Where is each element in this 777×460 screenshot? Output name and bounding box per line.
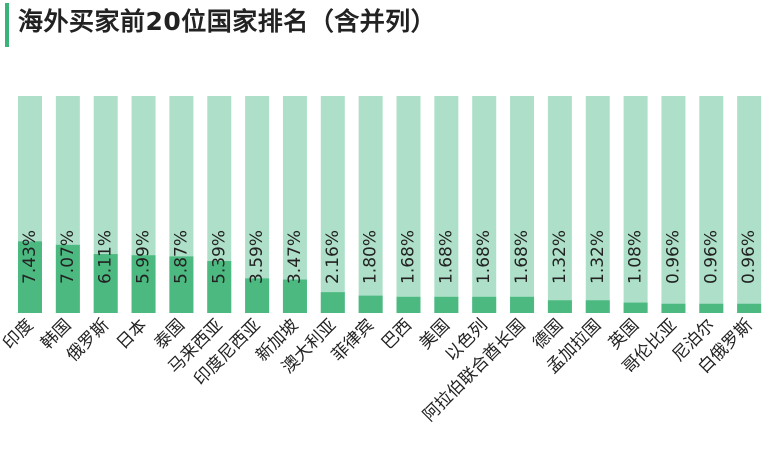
bar bbox=[282, 279, 307, 313]
bar bbox=[55, 244, 80, 313]
bar-track bbox=[282, 96, 307, 313]
bar-value-label: 3.47% bbox=[285, 230, 305, 284]
bar-track bbox=[434, 96, 459, 313]
bar bbox=[510, 296, 535, 313]
category-label: 菲律宾 bbox=[328, 315, 378, 365]
bar-value-label: 1.32% bbox=[550, 230, 570, 284]
bar bbox=[434, 296, 459, 313]
bar-value-label: 1.80% bbox=[361, 230, 381, 284]
category-label: 俄罗斯 bbox=[63, 315, 113, 365]
bar-value-label: 7.07% bbox=[58, 230, 78, 284]
bar-value-label: 0.96% bbox=[701, 230, 721, 284]
bar-value-label: 1.68% bbox=[512, 230, 532, 284]
bar bbox=[699, 303, 724, 313]
bar bbox=[547, 300, 572, 313]
bar-track bbox=[320, 96, 345, 313]
bar-value-label: 5.87% bbox=[171, 230, 191, 284]
category-label: 印度 bbox=[0, 315, 38, 353]
bar-value-label: 1.68% bbox=[436, 230, 456, 284]
bar bbox=[207, 261, 232, 313]
bar bbox=[358, 295, 383, 313]
bar bbox=[18, 241, 42, 313]
chart-title: 海外买家前20位国家排名（含并列） bbox=[18, 7, 437, 36]
bar bbox=[737, 303, 762, 313]
bar-value-label: 0.96% bbox=[663, 230, 683, 284]
bar-track bbox=[245, 96, 270, 313]
bar bbox=[661, 303, 686, 313]
bar-value-label: 6.11% bbox=[96, 230, 116, 284]
bar-value-label: 1.32% bbox=[588, 230, 608, 284]
bar-value-label: 1.08% bbox=[626, 230, 646, 284]
category-label: 巴西 bbox=[378, 315, 416, 353]
bar-track bbox=[510, 96, 535, 313]
bar-value-label: 2.16% bbox=[323, 230, 343, 284]
bar-track bbox=[737, 96, 762, 313]
bar bbox=[93, 254, 118, 313]
bar bbox=[320, 292, 345, 313]
bar-track bbox=[547, 96, 572, 313]
bar-value-label: 1.68% bbox=[474, 230, 494, 284]
bar-track bbox=[358, 96, 383, 313]
bar-value-label: 5.99% bbox=[134, 230, 154, 284]
bar bbox=[169, 256, 194, 313]
bar bbox=[623, 302, 648, 313]
bar-value-label: 0.96% bbox=[739, 230, 759, 284]
title-accent-bar bbox=[5, 3, 9, 47]
bar-value-label: 5.39% bbox=[209, 230, 229, 284]
bar-track bbox=[661, 96, 686, 313]
bar bbox=[131, 255, 156, 313]
bar-track bbox=[699, 96, 724, 313]
bar-value-label: 7.43% bbox=[20, 230, 40, 284]
category-label: 日本 bbox=[113, 315, 151, 353]
bar-value-label: 1.68% bbox=[399, 230, 419, 284]
bar bbox=[396, 296, 421, 313]
bar bbox=[245, 278, 270, 313]
bar-track bbox=[623, 96, 648, 313]
bar bbox=[585, 300, 610, 313]
bar-track bbox=[585, 96, 610, 313]
bar-track bbox=[472, 96, 497, 313]
bar-value-label: 3.59% bbox=[247, 230, 267, 284]
bar bbox=[472, 296, 497, 313]
bar-track bbox=[396, 96, 421, 313]
